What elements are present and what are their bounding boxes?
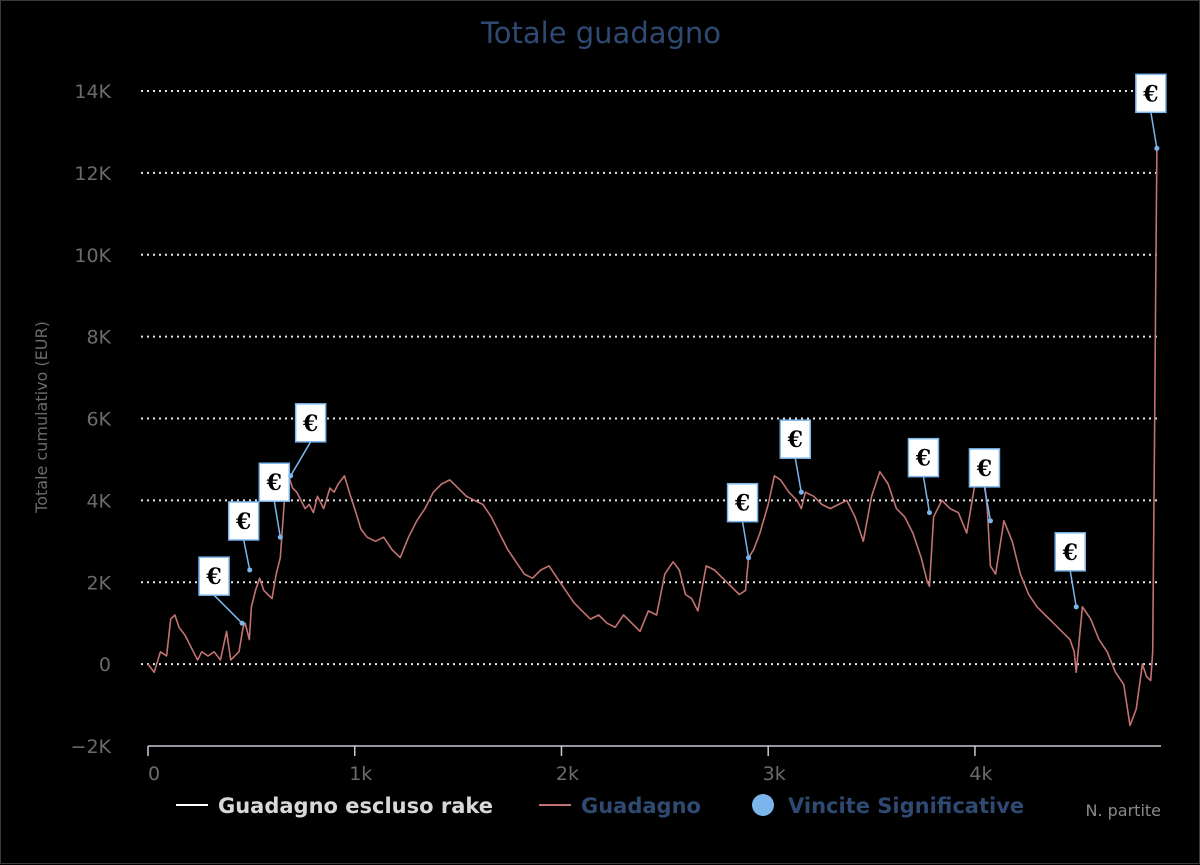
legend-item[interactable]: Vincite Significative (752, 794, 1024, 818)
x-tick-label: 0 (148, 763, 160, 785)
x-tick-label: 1k (349, 763, 372, 785)
significant-win-flag[interactable]: € (1135, 73, 1167, 151)
significant-win-point (288, 473, 294, 479)
flag-connector (922, 476, 931, 513)
series-line-guadagno[interactable] (147, 148, 1158, 727)
significant-win-point (277, 534, 283, 540)
significant-win-point (1154, 145, 1160, 151)
flag-box (294, 403, 327, 443)
flag-connector (242, 539, 251, 571)
significant-win-flag[interactable]: € (1054, 532, 1086, 610)
significant-win-point (239, 620, 245, 626)
legend-dot-icon (752, 794, 774, 816)
significant-win-flag[interactable]: € (726, 482, 759, 561)
significant-win-flag[interactable]: € (907, 437, 940, 516)
flag-box (779, 419, 812, 459)
flag-label: € (976, 456, 992, 482)
legend[interactable]: Guadagno escluso rake Guadagno Vincite Sig… (176, 794, 1024, 818)
x-tick-label: 2k (556, 763, 579, 785)
flag-box (726, 482, 759, 523)
x-axis-label: N. partite (1085, 801, 1161, 820)
flag-connector (1069, 570, 1077, 607)
flag-connector (1150, 112, 1158, 149)
significant-win-flag[interactable]: € (288, 403, 327, 479)
y-tick-label: 4K (86, 490, 111, 512)
flags-group[interactable]: € € € € € € € € € € (198, 73, 1167, 626)
y-tick-label: 0 (99, 654, 111, 676)
significant-win-point (247, 567, 253, 573)
significant-win-flag[interactable]: € (968, 448, 1001, 524)
flag-box (1135, 73, 1167, 114)
flag-connector (290, 441, 312, 477)
flag-label: € (787, 427, 803, 453)
legend-label: Guadagno escluso rake (218, 794, 493, 818)
significant-win-point (798, 489, 804, 495)
flag-connector (273, 501, 282, 538)
flag-label: € (302, 411, 318, 437)
significant-win-point (926, 510, 932, 516)
legend-label: Guadagno (581, 794, 701, 818)
flag-label: € (1062, 540, 1078, 566)
series-group (147, 148, 1158, 727)
flag-box (227, 501, 260, 541)
flag-box (1054, 532, 1086, 572)
y-tick-label: −2K (71, 736, 112, 758)
legend-label: Vincite Significative (788, 794, 1024, 818)
flag-connector (741, 521, 750, 558)
flag-label: € (1142, 81, 1158, 107)
significant-win-point (746, 555, 752, 561)
significant-win-flag[interactable]: € (258, 462, 291, 540)
x-axis-ticks: 0 1k 2k 3k 4k (147, 746, 992, 785)
flag-connector (794, 458, 803, 493)
legend-item[interactable]: Guadagno (539, 794, 701, 818)
y-tick-label: 10K (74, 245, 111, 267)
significant-win-flag[interactable]: € (779, 419, 812, 495)
flag-box (258, 462, 291, 502)
x-tick-label: 3k (763, 763, 786, 785)
y-axis-ticks: −2K 0 2K 4K 6K 8K 10K 12K 14K (71, 81, 112, 758)
flag-label: € (235, 509, 251, 535)
significant-win-point (1073, 604, 1079, 610)
x-tick-label: 4k (969, 763, 992, 785)
chart-title: Totale guadagno (480, 16, 721, 50)
significant-win-flag[interactable]: € (227, 501, 260, 573)
flag-box (968, 448, 1001, 488)
y-tick-label: 8K (86, 327, 111, 349)
flag-label: € (734, 491, 750, 517)
significant-win-flag[interactable]: € (198, 556, 245, 626)
flag-connector (983, 486, 992, 521)
flag-label: € (205, 564, 221, 590)
y-axis-label: Totale cumulativo (EUR) (32, 321, 51, 514)
y-tick-label: 6K (86, 409, 111, 431)
flag-connector (213, 594, 243, 624)
significant-win-point (987, 518, 993, 524)
flag-box (198, 556, 230, 596)
flag-label: € (915, 446, 931, 472)
y-tick-label: 12K (74, 163, 111, 185)
y-tick-label: 2K (86, 572, 111, 594)
flag-box (907, 437, 940, 478)
y-tick-label: 14K (74, 81, 111, 103)
flag-label: € (266, 470, 282, 496)
grid-lines (141, 90, 1161, 666)
legend-item[interactable]: Guadagno escluso rake (176, 794, 493, 818)
